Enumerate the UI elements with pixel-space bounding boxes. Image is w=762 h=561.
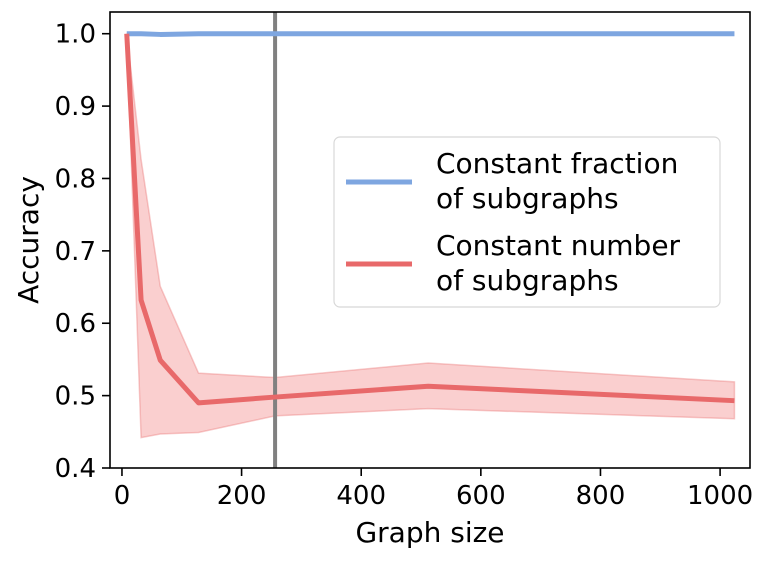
y-tick-label: 0.9 bbox=[55, 92, 96, 122]
legend-label-constant-number-line1: Constant number bbox=[436, 229, 681, 262]
x-tick-label: 1000 bbox=[687, 481, 753, 511]
axes-layer bbox=[109, 11, 751, 469]
y-axis-label: Accuracy bbox=[12, 176, 45, 304]
legend-box bbox=[333, 136, 721, 308]
x-tick-label: 0 bbox=[114, 481, 131, 511]
legend: Constant fraction of subgraphs Constant … bbox=[333, 136, 721, 308]
legend-label-constant-fraction-line1: Constant fraction bbox=[436, 147, 678, 180]
plot-frame bbox=[109, 11, 751, 469]
y-tick-label: 0.7 bbox=[55, 237, 96, 267]
x-axis-label: Graph size bbox=[355, 516, 504, 549]
x-tick-label: 800 bbox=[576, 481, 626, 511]
y-tick-label: 0.4 bbox=[55, 454, 96, 484]
y-tick-label: 0.8 bbox=[55, 164, 96, 194]
x-tick-label: 400 bbox=[336, 481, 386, 511]
y-tick-label: 1.0 bbox=[55, 20, 96, 50]
series-line-1 bbox=[124, 33, 735, 406]
legend-label-constant-number-line2: of subgraphs bbox=[436, 264, 619, 297]
y-tick-label: 0.6 bbox=[55, 309, 96, 339]
line-layer bbox=[124, 12, 735, 468]
y-tick-label: 0.5 bbox=[55, 382, 96, 412]
legend-label-constant-fraction-line2: of subgraphs bbox=[436, 182, 619, 215]
x-tick-label: 600 bbox=[456, 481, 506, 511]
tick-layer: 0 200 400 600 800 1000 0.4 0.5 0.6 0.7 0.8 0.9 1.0 bbox=[55, 20, 754, 511]
series-line-0 bbox=[126, 31, 735, 37]
x-tick-label: 200 bbox=[217, 481, 267, 511]
